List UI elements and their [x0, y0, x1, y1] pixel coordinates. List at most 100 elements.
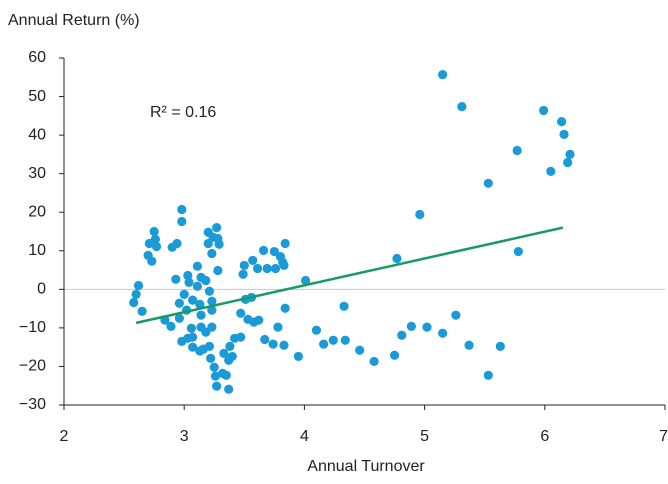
- point: [557, 117, 567, 127]
- point: [188, 295, 198, 305]
- point: [252, 263, 263, 274]
- point: [179, 289, 189, 299]
- point: [150, 234, 160, 244]
- y-tick-label: 10: [28, 242, 46, 259]
- point: [464, 340, 474, 350]
- point: [239, 260, 249, 271]
- point: [328, 335, 338, 345]
- point: [192, 281, 203, 291]
- point: [172, 238, 182, 249]
- point: [207, 322, 217, 332]
- point: [204, 341, 215, 351]
- y-tick-label: 50: [28, 88, 46, 105]
- point: [260, 334, 270, 345]
- point: [207, 248, 217, 259]
- point: [147, 256, 157, 266]
- point: [546, 166, 556, 176]
- y-tick-label: 60: [28, 49, 46, 66]
- point: [174, 298, 184, 308]
- point: [392, 253, 402, 264]
- point: [196, 310, 206, 320]
- point: [183, 270, 193, 281]
- point: [258, 245, 269, 255]
- point: [224, 384, 234, 394]
- point: [186, 323, 197, 333]
- point: [236, 308, 246, 318]
- point: [262, 263, 272, 274]
- point: [177, 216, 187, 227]
- point: [188, 332, 198, 342]
- point: [311, 325, 322, 335]
- point: [319, 339, 329, 349]
- trendline: [135, 226, 564, 325]
- y-tick-label: −20: [19, 358, 46, 375]
- x-tick-label: 6: [540, 428, 549, 445]
- point: [406, 321, 416, 331]
- point: [451, 310, 461, 320]
- point: [389, 350, 400, 360]
- x-tick-label: 3: [180, 428, 189, 445]
- y-tick-label: 40: [28, 126, 46, 143]
- point: [438, 328, 448, 338]
- point: [301, 275, 311, 286]
- y-tick-label: 0: [37, 281, 46, 298]
- point: [438, 69, 448, 80]
- point: [273, 322, 283, 332]
- point: [293, 351, 303, 362]
- point: [201, 275, 211, 286]
- point: [209, 362, 219, 372]
- point: [171, 274, 181, 284]
- point: [565, 149, 575, 159]
- point: [188, 342, 198, 352]
- point: [340, 335, 350, 345]
- point: [538, 105, 549, 116]
- y-tick-label: −10: [19, 319, 46, 336]
- point: [192, 261, 203, 271]
- point: [219, 348, 229, 358]
- point: [369, 356, 379, 367]
- x-tick-label: 5: [420, 428, 429, 445]
- point: [279, 340, 289, 350]
- x-tick-label: 2: [60, 428, 69, 445]
- point: [422, 322, 432, 332]
- point: [238, 269, 248, 279]
- x-axis-title: Annual Turnover: [307, 458, 425, 475]
- point: [195, 299, 205, 309]
- point: [483, 370, 493, 380]
- point: [415, 209, 425, 220]
- point: [339, 301, 349, 311]
- point: [131, 289, 141, 299]
- y-axis-title: Annual Return (%): [8, 12, 140, 29]
- point: [236, 332, 246, 342]
- point: [174, 313, 184, 323]
- point: [203, 238, 213, 249]
- point: [212, 223, 222, 233]
- point: [513, 246, 523, 257]
- point: [495, 341, 505, 351]
- point: [279, 260, 289, 271]
- point: [280, 303, 290, 313]
- point: [177, 204, 187, 215]
- point: [210, 371, 221, 381]
- point: [254, 315, 264, 325]
- point: [397, 330, 407, 340]
- annotation: R² = 0.16: [150, 104, 216, 121]
- point: [355, 345, 365, 355]
- point: [206, 353, 216, 363]
- y-tick-label: −30: [19, 396, 46, 413]
- point: [512, 145, 522, 156]
- point: [133, 280, 144, 291]
- point: [457, 101, 467, 112]
- point: [280, 238, 290, 249]
- point: [248, 255, 258, 266]
- point: [268, 339, 278, 349]
- point: [129, 297, 139, 308]
- point: [207, 305, 217, 315]
- y-tick-label: 30: [28, 165, 46, 182]
- point: [225, 341, 235, 351]
- point: [166, 321, 176, 331]
- point: [204, 286, 215, 296]
- x-tick-label: 4: [300, 428, 309, 445]
- point: [221, 370, 231, 380]
